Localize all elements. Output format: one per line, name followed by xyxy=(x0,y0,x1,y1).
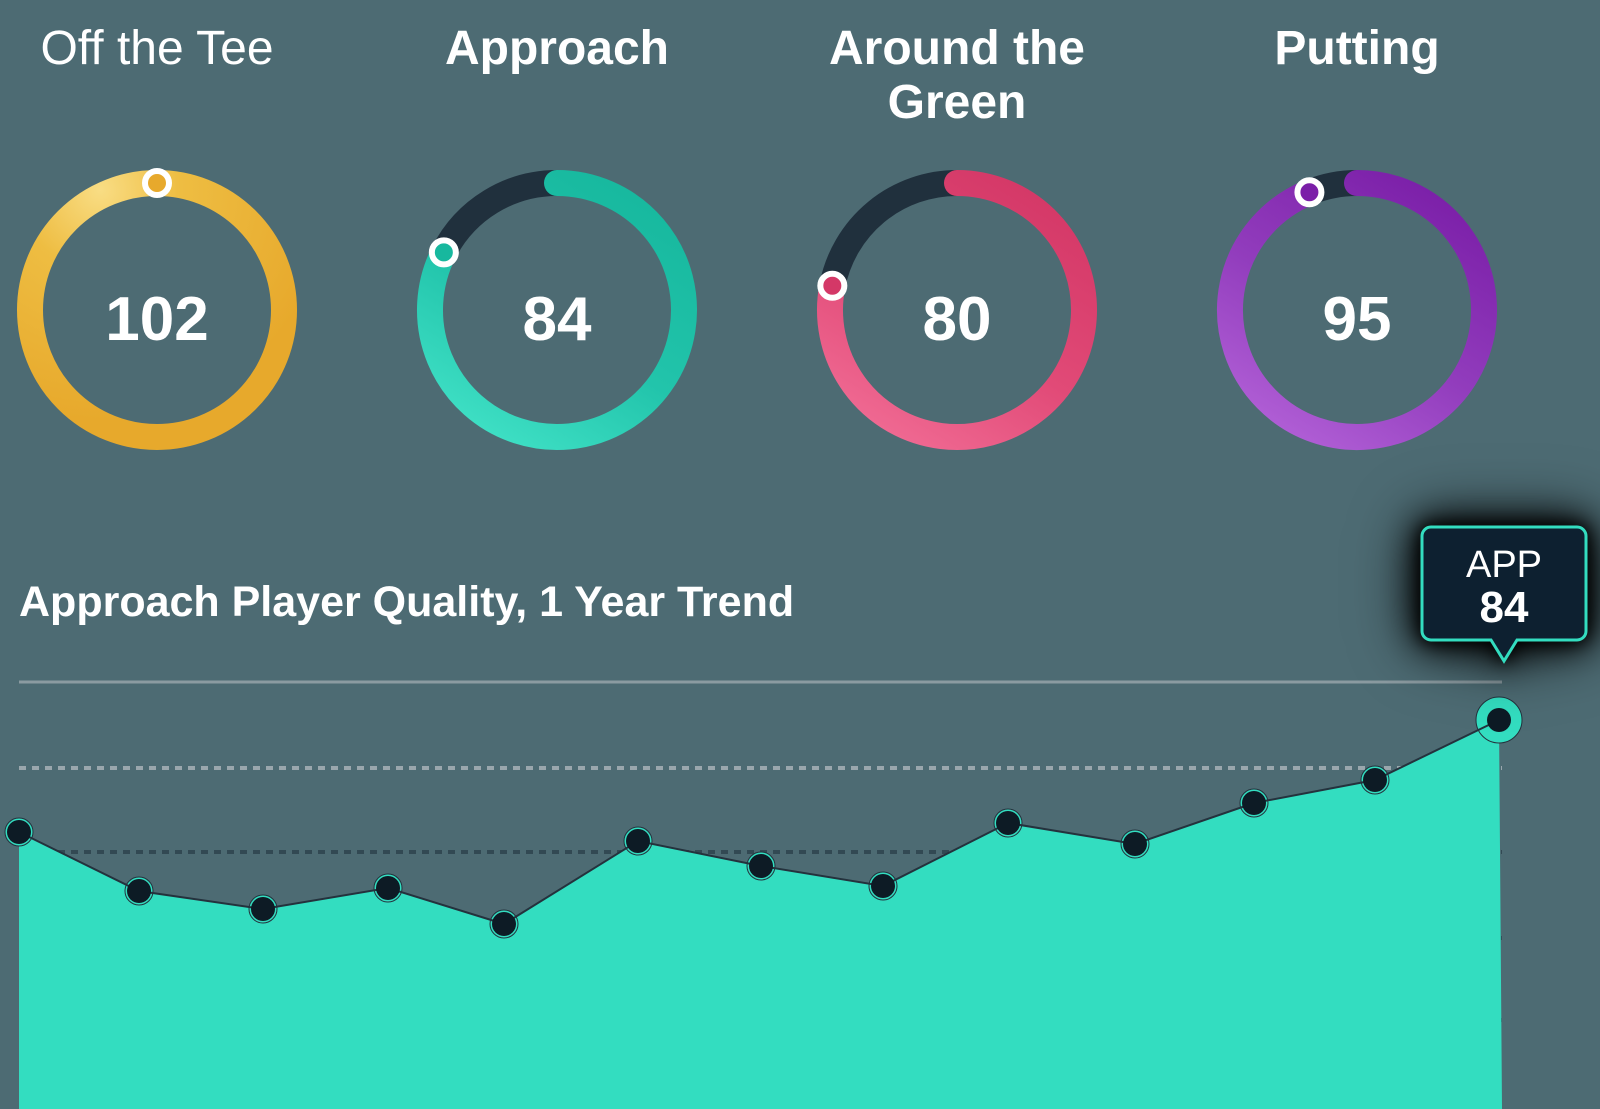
svg-text:APP: APP xyxy=(1466,544,1542,586)
svg-text:84: 84 xyxy=(1480,583,1529,632)
